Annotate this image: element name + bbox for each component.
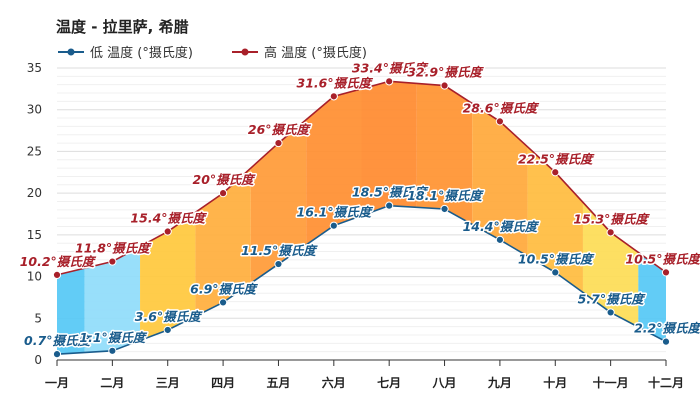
high-temp-label: 10.5°摄氏度 <box>625 251 700 266</box>
y-tick-label: 35 <box>27 61 42 75</box>
low-temp-label: 16.1°摄氏度 <box>297 205 374 220</box>
series-lines <box>56 80 667 355</box>
low-temp-label: 2.2°摄氏度 <box>634 321 700 336</box>
range-band <box>416 83 473 225</box>
x-tick-label: 十月 <box>543 375 567 390</box>
high-temp-point[interactable] <box>661 268 671 277</box>
low-temp-point[interactable] <box>440 204 449 214</box>
high-temp-point[interactable] <box>385 77 394 86</box>
x-tick-label: 九月 <box>487 375 512 390</box>
x-tick-label: 七月 <box>377 376 401 390</box>
high-temp-label: 22.5°摄氏度 <box>518 151 595 166</box>
low-temp-point[interactable] <box>274 259 283 269</box>
y-tick-label: 25 <box>27 144 42 158</box>
high-temp-label: 26°摄氏度 <box>248 122 312 137</box>
low-temp-label: 6.9°摄氏度 <box>190 281 258 296</box>
high-temp-point[interactable] <box>52 270 62 280</box>
range-bands <box>57 81 666 355</box>
axes: 0 5 10 15 20 25 30 35 一月 二月 三月 四月 五月 六月 七月 八月 九月 十月 十一月 十二月 <box>27 61 684 390</box>
high-temp-point[interactable] <box>551 168 560 177</box>
x-tick-label: 十一月 <box>593 375 629 390</box>
y-tick-label: 15 <box>27 228 42 242</box>
low-temp-point[interactable] <box>52 350 62 359</box>
high-temp-point[interactable] <box>274 138 283 148</box>
range-band <box>472 103 528 257</box>
range-band <box>306 88 362 245</box>
high-temp-label: 15.4°摄氏度 <box>130 211 207 226</box>
high-temp-point[interactable] <box>218 189 228 198</box>
low-temp-label: 1.1°摄氏度 <box>79 330 147 345</box>
x-tick-label: 八月 <box>432 376 457 390</box>
high-temp-label: 11.8°摄氏度 <box>75 241 152 256</box>
low-temp-label: 18.1°摄氏度 <box>407 188 484 203</box>
x-tick-label: 一月 <box>45 376 69 390</box>
high-temp-point[interactable] <box>495 117 505 126</box>
y-tick-label: 5 <box>34 311 42 325</box>
chart-title: 温度 - 拉里萨, 希腊 <box>56 18 189 36</box>
range-band <box>57 268 85 355</box>
range-band <box>638 252 666 342</box>
legend-high-marker <box>241 48 249 56</box>
high-temp-point[interactable] <box>163 227 172 236</box>
legend-high-label: 高 温度 (°摄氏度) <box>264 45 367 61</box>
low-temp-point[interactable] <box>495 235 505 244</box>
low-temp-label: 11.5°摄氏度 <box>241 243 318 258</box>
range-band <box>84 246 141 353</box>
x-tick-label: 五月 <box>266 376 290 390</box>
high-temp-label: 31.6°摄氏度 <box>297 75 374 90</box>
high-temp-label: 28.6°摄氏度 <box>463 100 540 115</box>
high-temp-point[interactable] <box>329 92 338 101</box>
x-tick-label: 二月 <box>100 376 124 390</box>
legend-item-high[interactable]: 高 温度 (°摄氏度) <box>232 45 367 61</box>
y-tick-label: 10 <box>27 270 42 284</box>
y-tick-label: 30 <box>27 103 42 117</box>
low-temp-point[interactable] <box>108 346 117 355</box>
low-temp-label: 18.5°摄氏度 <box>352 185 429 200</box>
low-temp-label: 10.5°摄氏度 <box>518 251 595 266</box>
high-temp-label: 15.3°摄氏度 <box>573 211 650 226</box>
range-band <box>361 81 417 216</box>
x-tick-label: 六月 <box>322 375 346 390</box>
high-temp-label: 33.4°摄氏度 <box>352 60 429 75</box>
y-tick-label: 0 <box>34 353 42 367</box>
range-band <box>527 146 583 293</box>
high-temp-point[interactable] <box>440 81 449 90</box>
low-temp-point[interactable] <box>385 201 394 210</box>
low-temp-point[interactable] <box>606 308 615 317</box>
x-tick-label: 十二月 <box>648 375 684 390</box>
low-temp-label: 5.7°摄氏度 <box>578 291 646 306</box>
low-temp-point[interactable] <box>163 325 172 335</box>
x-tick-label: 四月 <box>211 376 235 390</box>
high-temp-label: 10.2°摄氏度 <box>20 254 97 269</box>
low-temp-point[interactable] <box>218 298 228 307</box>
data-points <box>52 77 671 359</box>
range-band <box>140 212 196 341</box>
range-band <box>195 168 251 317</box>
low-temp-point[interactable] <box>551 268 560 277</box>
high-temp-label: 32.9°摄氏度 <box>407 65 484 80</box>
legend-item-low[interactable]: 低 温度 (°摄氏度) <box>58 45 193 61</box>
low-temp-label: 14.4°摄氏度 <box>463 219 540 234</box>
x-tick-label: 三月 <box>156 376 180 390</box>
legend[interactable]: 低 温度 (°摄氏度) 高 温度 (°摄氏度) <box>58 45 367 61</box>
legend-low-marker <box>67 48 75 56</box>
low-temp-line <box>56 204 667 355</box>
y-tick-label: 20 <box>27 186 42 200</box>
high-temp-point[interactable] <box>606 228 615 237</box>
high-temp-label: 20°摄氏度 <box>193 172 257 187</box>
legend-low-label: 低 温度 (°摄氏度) <box>90 45 193 61</box>
low-temp-label: 0.7°摄氏度 <box>24 333 92 348</box>
range-band <box>250 119 307 284</box>
low-temp-point[interactable] <box>661 337 671 346</box>
low-temp-label: 3.6°摄氏度 <box>135 309 203 324</box>
low-temp-point[interactable] <box>329 221 338 230</box>
range-band <box>582 202 639 328</box>
high-temp-point[interactable] <box>108 257 117 266</box>
high-temp-line <box>56 80 667 276</box>
